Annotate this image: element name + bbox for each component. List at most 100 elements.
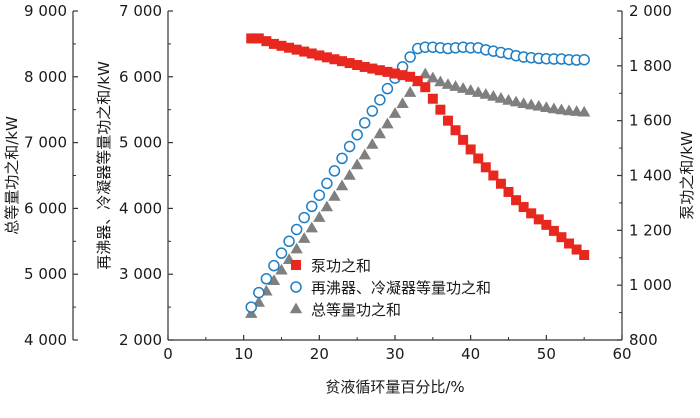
data-point-circle <box>358 117 371 129</box>
data-point-square <box>321 52 332 63</box>
x-tick-label: 50 <box>537 345 556 363</box>
data-point-triangle <box>570 105 583 116</box>
data-point-triangle <box>358 148 371 160</box>
legend-label: 总等量功之和 <box>311 301 401 319</box>
outer-left-axis-title: 总等量功之和/kW <box>3 116 21 235</box>
data-point-square <box>564 238 575 249</box>
x-tick-label: 20 <box>310 345 329 363</box>
data-point-square <box>329 54 340 65</box>
series-layer <box>245 33 591 318</box>
data-point-triangle <box>396 97 409 109</box>
data-point-circle <box>404 51 416 63</box>
data-point-square <box>253 33 264 44</box>
data-point-square <box>533 214 544 225</box>
data-point-square <box>579 250 590 261</box>
data-point-square <box>488 170 499 181</box>
outer-left-tick-label: 6 000 <box>24 199 67 217</box>
data-point-triangle <box>509 95 523 107</box>
inner-left-tick-label: 7 000 <box>119 2 162 20</box>
right-axis-title: 泵功之和/kW <box>678 131 696 220</box>
data-point-square <box>390 68 400 79</box>
outer-left-tick-label: 4 000 <box>24 331 67 349</box>
inner-left-tick-label: 6 000 <box>119 68 162 86</box>
data-point-square <box>526 208 537 219</box>
axes-layer: 0 10 20 30 40 50 60 贫液循环量百分比/% 4 000 5 000 6 000 7 … <box>3 2 696 396</box>
data-point-circle <box>351 128 363 141</box>
data-point-square <box>337 56 348 67</box>
x-tick-label: 30 <box>385 345 404 363</box>
data-point-triangle <box>343 169 356 180</box>
data-point-circle <box>366 105 379 117</box>
data-point-triangle <box>449 80 462 91</box>
data-point-square <box>291 44 302 55</box>
data-point-triangle <box>328 190 341 201</box>
data-point-triangle <box>419 67 432 79</box>
data-point-triangle <box>540 101 553 112</box>
data-point-square <box>435 104 446 115</box>
right-tick-label: 800 <box>629 331 658 349</box>
series-square <box>246 33 590 261</box>
outer-left-tick-label: 8 000 <box>24 68 67 86</box>
data-point-triangle <box>562 104 576 116</box>
x-tick-label: 10 <box>234 345 253 363</box>
data-point-square <box>314 50 325 61</box>
legend-marker-square <box>291 260 301 270</box>
data-point-triangle <box>464 84 477 95</box>
data-point-square <box>458 134 469 145</box>
data-point-triangle <box>555 103 568 115</box>
data-point-square <box>503 186 514 197</box>
data-point-square <box>480 162 491 173</box>
inner-left-axis-title: 再沸器、冷凝器等量功之和/kW <box>95 61 113 270</box>
data-point-triangle <box>426 71 440 83</box>
data-point-square <box>299 46 310 57</box>
data-point-triangle <box>472 86 485 97</box>
data-point-square <box>495 178 506 189</box>
data-point-triangle <box>441 78 455 89</box>
data-point-square <box>268 38 279 49</box>
series-circle <box>245 41 590 313</box>
data-point-circle <box>298 211 310 224</box>
data-point-triangle <box>350 158 364 170</box>
data-point-square <box>359 61 370 72</box>
right-tick-label: 1 800 <box>629 57 672 75</box>
data-point-square <box>518 202 529 213</box>
data-point-triangle <box>494 92 508 103</box>
data-point-triangle <box>479 88 492 99</box>
data-point-square <box>405 71 416 82</box>
data-point-triangle <box>335 179 349 191</box>
data-point-circle <box>253 286 265 299</box>
data-point-triangle <box>298 232 311 243</box>
data-point-square <box>450 125 461 136</box>
data-point-square <box>306 48 317 59</box>
right-tick-label: 2 000 <box>629 2 672 20</box>
x-tick-label: 0 <box>163 345 173 363</box>
data-point-circle <box>245 301 257 313</box>
data-point-triangle <box>290 242 303 254</box>
data-point-square <box>374 65 385 76</box>
data-point-square <box>352 60 363 71</box>
data-point-triangle <box>305 221 318 233</box>
data-point-circle <box>283 235 295 248</box>
legend-label: 再沸器、冷凝器等量功之和 <box>311 279 491 297</box>
data-point-square <box>548 225 559 236</box>
data-point-square <box>261 36 272 47</box>
data-point-triangle <box>525 98 538 110</box>
legend-label: 泵功之和 <box>311 257 371 275</box>
data-point-square <box>541 219 552 230</box>
data-point-circle <box>275 247 288 259</box>
data-point-circle <box>306 200 318 213</box>
data-point-square <box>427 93 438 104</box>
data-point-square <box>420 82 431 93</box>
data-point-triangle <box>373 127 387 139</box>
data-point-circle <box>336 152 348 165</box>
data-point-square <box>511 195 522 206</box>
data-point-triangle <box>547 102 561 114</box>
data-point-triangle <box>434 75 447 87</box>
data-point-circle <box>374 94 386 106</box>
data-point-circle <box>321 177 333 190</box>
data-point-square <box>367 63 378 74</box>
data-point-triangle <box>456 82 470 93</box>
inner-left-tick-label: 2 000 <box>119 331 162 349</box>
outer-left-tick-label: 5 000 <box>24 265 67 283</box>
